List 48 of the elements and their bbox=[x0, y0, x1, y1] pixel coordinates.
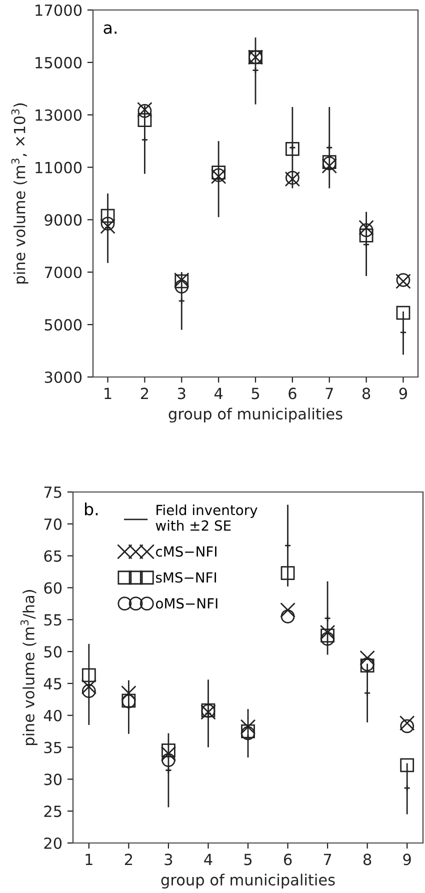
y-tick-label: 7000 bbox=[44, 266, 82, 278]
y-tick-label: 50 bbox=[44, 646, 62, 658]
x-tick-label: 1 bbox=[86, 854, 92, 866]
y-tick-label: 15000 bbox=[36, 56, 82, 68]
y-tick-label: 45 bbox=[44, 678, 62, 690]
y-tick-label: 3000 bbox=[44, 371, 82, 384]
y-axis-title: pine volume (m$^{3}$, ×10$^{3}$) bbox=[11, 103, 28, 284]
y-tick-label: 40 bbox=[44, 710, 62, 722]
x-tick-label: 9 bbox=[399, 388, 408, 400]
x-tick-label: 4 bbox=[204, 854, 212, 866]
x-tick-label: 1 bbox=[104, 388, 112, 400]
y-tick-label: 9000 bbox=[44, 214, 82, 226]
y-tick-label: 70 bbox=[44, 518, 62, 530]
x-tick-label: 4 bbox=[214, 388, 223, 400]
x-tick-label: 7 bbox=[326, 388, 333, 400]
y-tick-label: 35 bbox=[44, 742, 62, 754]
x-tick-label: 6 bbox=[284, 854, 292, 866]
x-tick-label: 3 bbox=[178, 388, 186, 400]
x-axis-title: group of municipalities bbox=[161, 874, 335, 889]
x-tick-label: 5 bbox=[252, 388, 260, 400]
y-tick-label: 55 bbox=[44, 614, 62, 626]
x-tick-label: 8 bbox=[363, 854, 372, 866]
x-tick-label: 3 bbox=[164, 854, 172, 866]
y-axis-title: pine volume (m$^{3}$/ha) bbox=[20, 590, 38, 746]
y-tick-label: 17000 bbox=[36, 4, 82, 16]
y-tick-label: 25 bbox=[44, 806, 62, 818]
y-tick-label: 75 bbox=[44, 486, 62, 498]
legend-label: sMS−NFI bbox=[156, 572, 216, 583]
y-tick-label: 30 bbox=[44, 774, 62, 786]
y-tick-label: 13000 bbox=[36, 109, 82, 121]
annotation: a. bbox=[104, 24, 116, 34]
legend-label: Field inventory with ±2 SE bbox=[156, 504, 258, 531]
y-tick-label: 65 bbox=[44, 550, 62, 562]
x-tick-label: 8 bbox=[362, 388, 370, 400]
x-tick-label: 2 bbox=[140, 388, 148, 400]
x-tick-label: 7 bbox=[324, 854, 332, 866]
y-tick-label: 60 bbox=[44, 582, 62, 594]
x-tick-label: 5 bbox=[244, 854, 252, 866]
annotation: b. bbox=[85, 502, 98, 516]
x-tick-label: 2 bbox=[124, 854, 132, 866]
y-tick-label: 5000 bbox=[44, 319, 82, 331]
x-tick-label: 6 bbox=[288, 388, 296, 400]
legend-label: cMS−NFI bbox=[156, 546, 216, 557]
legend-label: oMS−NFI bbox=[156, 598, 218, 609]
x-axis-title: group of municipalities bbox=[168, 408, 342, 423]
x-tick-label: 9 bbox=[403, 854, 411, 866]
y-tick-label: 20 bbox=[44, 837, 62, 850]
y-tick-label: 11000 bbox=[36, 162, 82, 174]
